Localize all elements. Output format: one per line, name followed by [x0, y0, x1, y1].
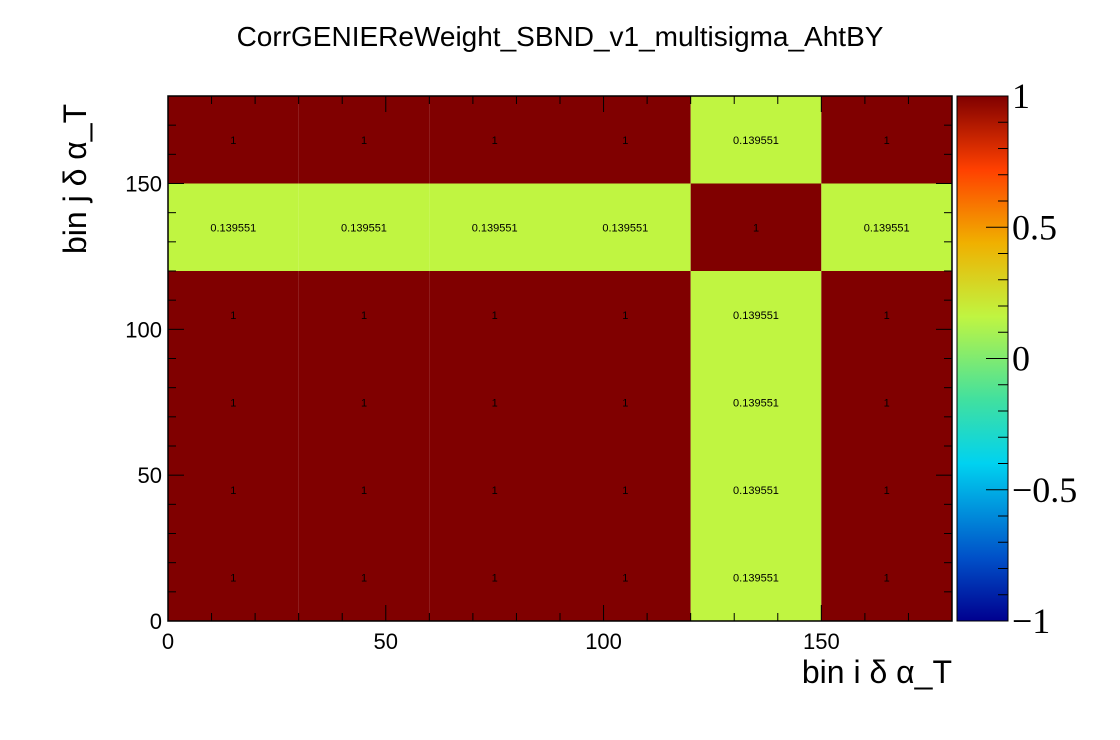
- heatmap-cell: [298, 358, 430, 446]
- cell-value-label: 0.139551: [602, 222, 648, 234]
- cell-value-label: 1: [361, 310, 367, 322]
- chart-title: CorrGENIEReWeight_SBND_v1_multisigma_Aht…: [237, 21, 884, 52]
- cell-value-label: 1: [361, 135, 367, 147]
- cell-value-label: 0.139551: [210, 222, 256, 234]
- palette-tick-label: 0: [1012, 339, 1030, 379]
- cell-value-label: 1: [884, 572, 890, 584]
- cell-value-label: 0.139551: [733, 485, 779, 497]
- cell-value-label: 0.139551: [733, 310, 779, 322]
- cell-value-label: 1: [492, 485, 498, 497]
- cell-value-label: 1: [230, 397, 236, 409]
- cell-value-label: 1: [884, 485, 890, 497]
- palette-tick-label: −0.5: [1012, 470, 1077, 510]
- heatmap-cell: [690, 446, 822, 534]
- cell-value-label: 1: [884, 135, 890, 147]
- cell-value-label: 1: [361, 397, 367, 409]
- heatmap-cell: [298, 533, 430, 621]
- palette-tick-label: −1: [1012, 601, 1050, 641]
- x-tick-label: 100: [585, 629, 622, 654]
- cell-value-label: 1: [361, 485, 367, 497]
- heatmap-cell: [298, 183, 430, 271]
- x-tick-labels: 0 50 100 150: [162, 629, 840, 654]
- heatmap-cell: [821, 358, 952, 446]
- axis-ticks: [167, 95, 953, 622]
- heatmap-cell: [690, 358, 822, 446]
- cell-value-label: 1: [622, 397, 628, 409]
- heatmap-cell: [168, 271, 299, 359]
- y-tick-label: 100: [125, 317, 162, 342]
- heatmap-cell: [821, 533, 952, 621]
- heatmap-cell: [168, 183, 299, 271]
- y-tick-labels: 0 50 100 150: [125, 172, 162, 635]
- cell-value-label: 1: [230, 572, 236, 584]
- heatmap-cell: [429, 271, 560, 359]
- cell-value-label: 1: [622, 572, 628, 584]
- y-tick-label: 50: [138, 463, 162, 488]
- x-tick-label: 0: [162, 629, 174, 654]
- cell-value-label: 1: [230, 310, 236, 322]
- heatmap-cell: [560, 96, 691, 184]
- cell-value-label: 1: [492, 310, 498, 322]
- palette-tick-label: 1: [1012, 76, 1030, 116]
- heatmap-cell: [168, 446, 299, 534]
- cell-value-label: 1: [622, 310, 628, 322]
- y-tick-label: 0: [150, 609, 162, 634]
- cell-value-label: 1: [884, 397, 890, 409]
- heatmap-cell: [690, 271, 822, 359]
- cell-value-label: 1: [622, 485, 628, 497]
- cell-value-label: 1: [230, 135, 236, 147]
- heatmap-cell: [690, 96, 822, 184]
- y-axis-label: bin j δ α_T: [57, 104, 93, 254]
- cell-value-label: 1: [492, 135, 498, 147]
- heatmap-cell: [560, 271, 691, 359]
- heatmap-cell: [560, 446, 691, 534]
- cell-value-label: 1: [230, 485, 236, 497]
- heatmap-cell: [560, 358, 691, 446]
- heatmap-cell: [168, 358, 299, 446]
- heatmap-cell: [298, 96, 430, 184]
- x-tick-label: 150: [803, 629, 840, 654]
- cell-value-label: 1: [492, 397, 498, 409]
- heatmap-cell: [429, 183, 560, 271]
- x-tick-label: 50: [374, 629, 398, 654]
- heatmap-cell: [168, 96, 299, 184]
- heatmap-cell: [429, 533, 560, 621]
- heatmap-cell: [298, 446, 430, 534]
- cell-value-label: 0.139551: [733, 135, 779, 147]
- y-tick-label: 150: [125, 172, 162, 197]
- heatmap-cell: [560, 533, 691, 621]
- heatmap-cell: [821, 183, 952, 271]
- cell-value-label: 1: [361, 572, 367, 584]
- cell-value-label: 1: [753, 222, 759, 234]
- heatmap-cell: [690, 183, 822, 271]
- x-axis-label: bin i δ α_T: [802, 654, 952, 690]
- cell-value-label: 1: [884, 310, 890, 322]
- heatmap-cell-labels: 1 1 1 1 0.139551 1 1 1 1 1 0.139551 1 1 1 1 1 0.139551 1 1…: [210, 135, 909, 585]
- heatmap-cell: [821, 96, 952, 184]
- cell-value-label: 0.139551: [733, 572, 779, 584]
- cell-value-label: 0.139551: [472, 222, 518, 234]
- heatmap-cell: [429, 446, 560, 534]
- cell-value-label: 0.139551: [341, 222, 387, 234]
- heatmap-cells: [168, 96, 952, 621]
- heatmap-cell: [429, 358, 560, 446]
- heatmap-cell: [821, 271, 952, 359]
- cell-value-label: 1: [492, 572, 498, 584]
- heatmap-cell: [690, 533, 822, 621]
- palette-tick-label: 0.5: [1012, 207, 1057, 247]
- color-palette-ticks: −1 −0.5 0 0.5 1: [986, 76, 1077, 641]
- heatmap-cell: [298, 271, 430, 359]
- cell-value-label: 1: [622, 135, 628, 147]
- heatmap-cell: [821, 446, 952, 534]
- heatmap-cell: [429, 96, 560, 184]
- cell-value-label: 0.139551: [733, 397, 779, 409]
- heatmap-cell: [560, 183, 691, 271]
- heatmap-cell: [168, 533, 299, 621]
- cell-value-label: 0.139551: [864, 222, 910, 234]
